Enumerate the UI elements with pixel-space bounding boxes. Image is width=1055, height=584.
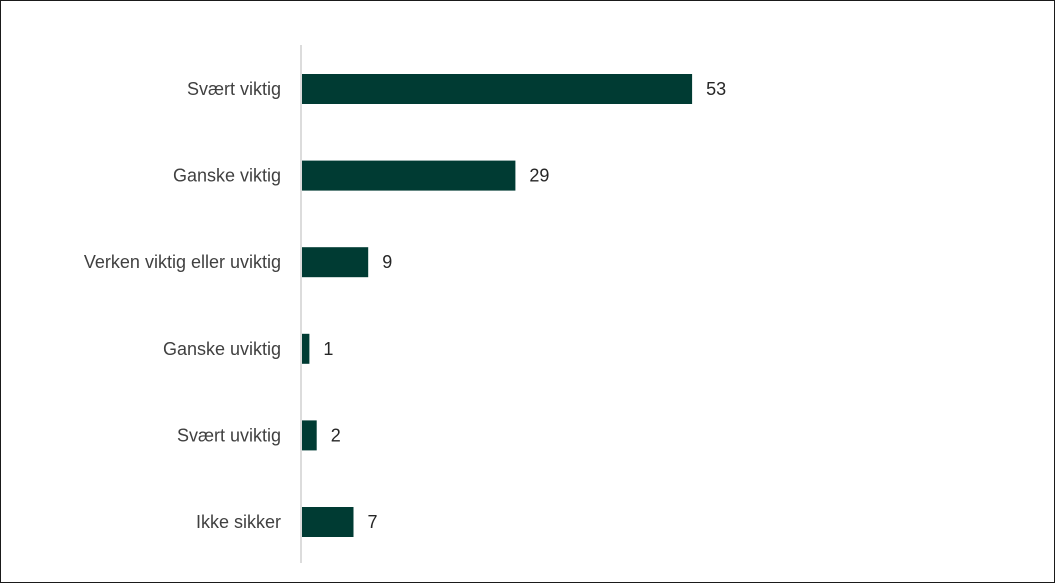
bar-4 [302,333,310,364]
bar-2 [302,160,516,191]
category-label-6: Ikke sikker [196,512,281,532]
category-label-2: Ganske viktig [173,166,281,186]
bar-1 [302,74,693,104]
bars-layer [302,74,693,537]
category-label-1: Svært viktig [187,79,281,99]
bar-5 [302,420,317,451]
value-label-2: 29 [529,166,549,186]
value-label-4: 1 [323,339,333,359]
category-label-3: Verken viktig eller uviktig [84,252,281,272]
category-label-5: Svært uviktig [177,425,281,445]
value-label-6: 7 [368,512,378,532]
value-label-3: 9 [382,252,392,272]
bar-6 [302,507,354,537]
value-label-5: 2 [331,425,341,445]
bar-3 [302,247,369,278]
category-label-4: Ganske uviktig [163,339,281,359]
value-label-1: 53 [706,79,726,99]
